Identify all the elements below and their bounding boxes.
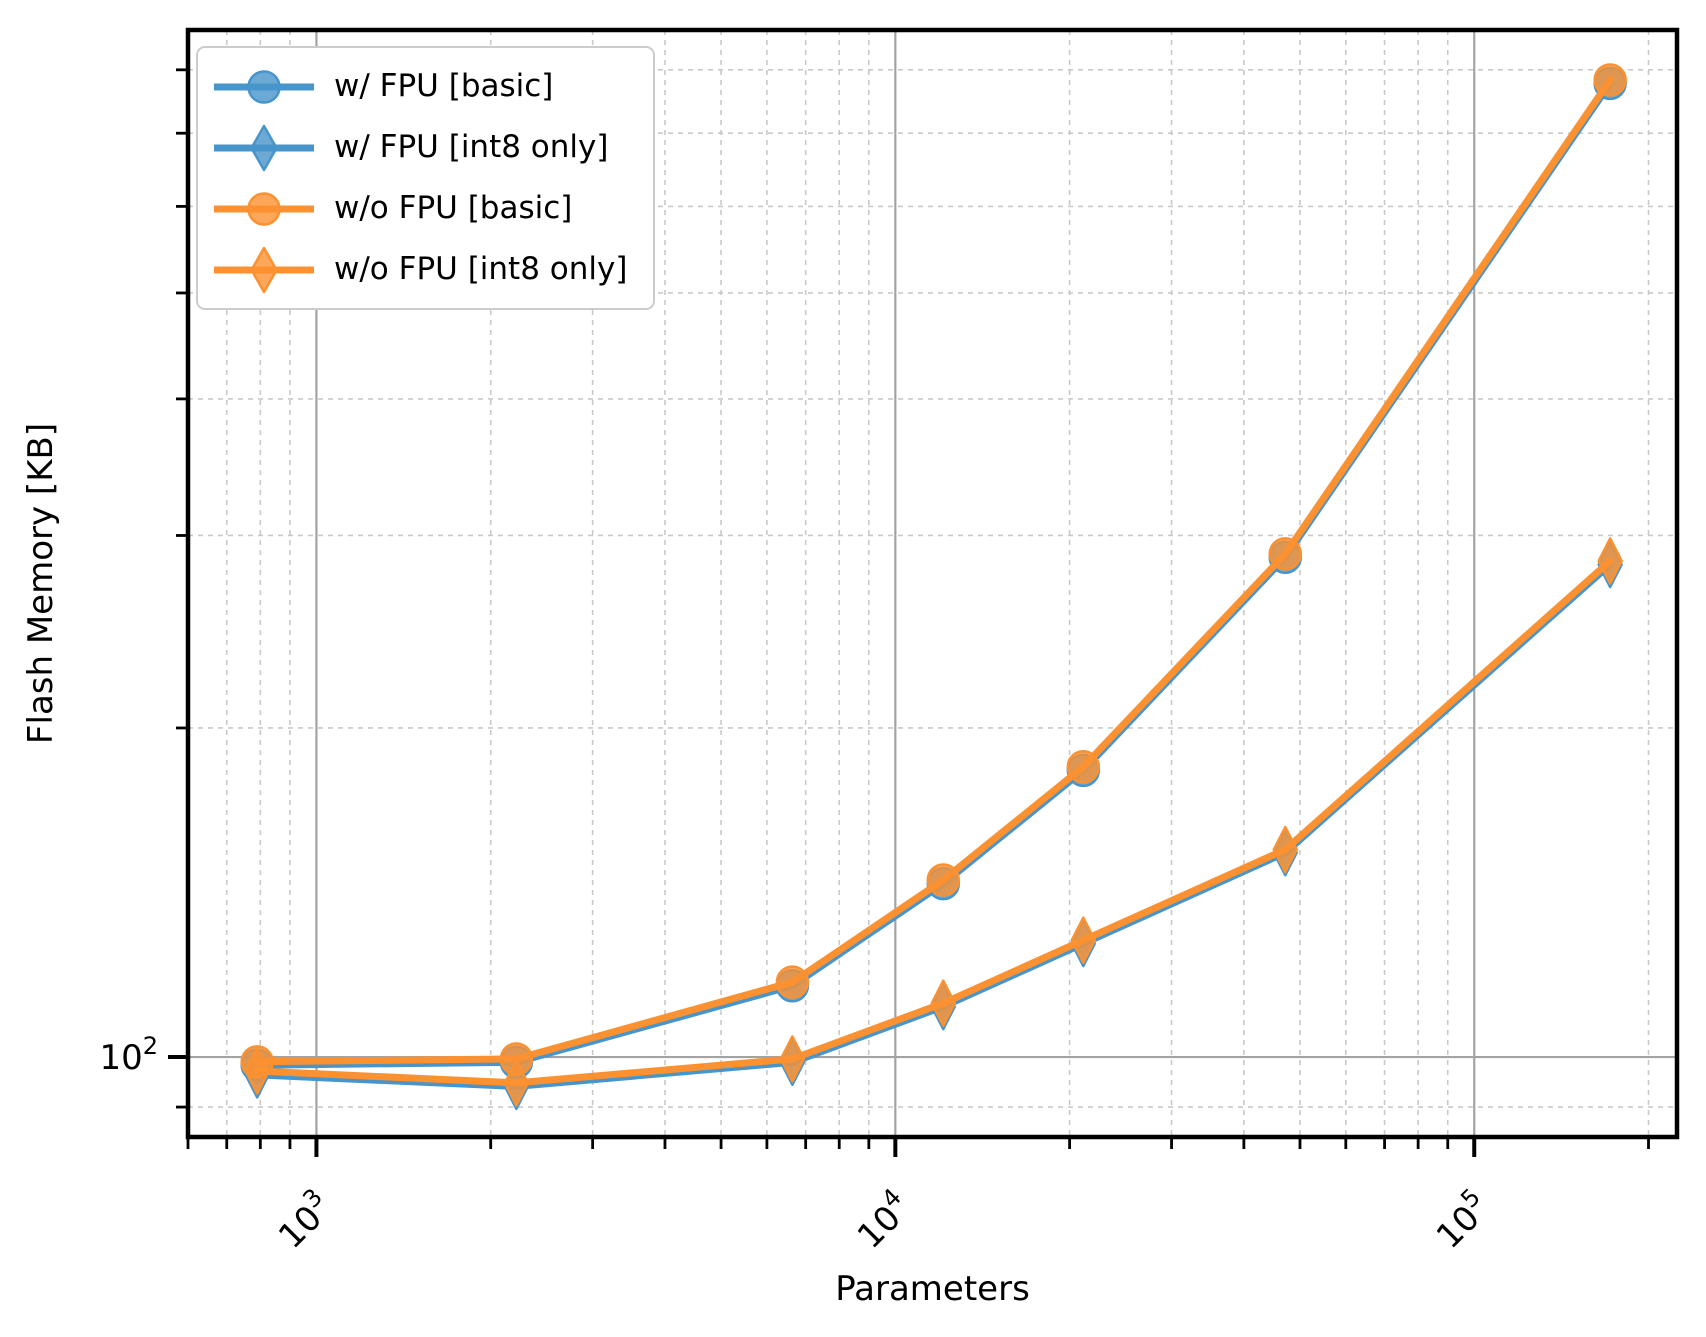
data-point-marker-circle: [1593, 63, 1627, 97]
legend-label: w/o FPU [basic]: [334, 190, 573, 226]
legend-label: w/ FPU [int8 only]: [334, 129, 609, 165]
legend-handle-marker: [250, 124, 278, 171]
data-point-marker-diamond: [930, 979, 957, 1027]
data-point-marker-diamond: [244, 1047, 270, 1095]
data-point-marker-diamond: [1272, 825, 1299, 874]
data-point-marker-circle: [1268, 537, 1303, 571]
plot-border: [185, 27, 1680, 1140]
data-point-marker-diamond: [1070, 916, 1097, 964]
y-axis-label: Flash Memory [KB]: [21, 423, 61, 744]
data-point-marker-diamond: [503, 1059, 530, 1107]
data-point-marker-circle: [775, 965, 810, 999]
legend-label: w/ FPU [basic]: [334, 68, 554, 104]
legend-line-circle-marker-icon: [214, 69, 314, 104]
series-group: [240, 63, 1627, 1111]
x-tick-label: 105: [1425, 1183, 1499, 1257]
legend: w/ FPU [basic] w/ FPU [int8 only] w/o FPU …: [196, 46, 656, 310]
legend-item: w/o FPU [basic]: [212, 178, 627, 239]
legend-line-circle-marker-icon: [214, 191, 314, 226]
data-point-marker-diamond: [1597, 537, 1623, 585]
data-point-marker-circle: [926, 863, 961, 897]
legend-handle-marker: [247, 69, 281, 104]
y-tick-label: 102: [99, 1032, 158, 1078]
legend-label: w/o FPU [int8 only]: [334, 251, 628, 287]
data-point-marker-diamond: [779, 1035, 806, 1083]
x-tick-label: 104: [846, 1183, 920, 1257]
legend-line-diamond-marker-icon: [214, 124, 314, 171]
legend-item: w/ FPU [int8 only]: [212, 117, 627, 178]
legend-handle-marker: [250, 246, 278, 293]
legend-item: w/ FPU [basic]: [212, 56, 627, 117]
axis-ticks: [168, 68, 1650, 1157]
legend-line-diamond-marker-icon: [214, 246, 314, 293]
series-w-o-fpu-int8-only-: [244, 537, 1623, 1107]
legend-item: w/o FPU [int8 only]: [212, 239, 627, 300]
x-axis-label: Parameters: [835, 1269, 1030, 1309]
legend-handle-marker: [247, 191, 281, 226]
series-w-fpu-int8-only-: [244, 540, 1623, 1111]
data-point-marker-circle: [1066, 750, 1101, 784]
x-tick-label: 103: [267, 1183, 341, 1257]
